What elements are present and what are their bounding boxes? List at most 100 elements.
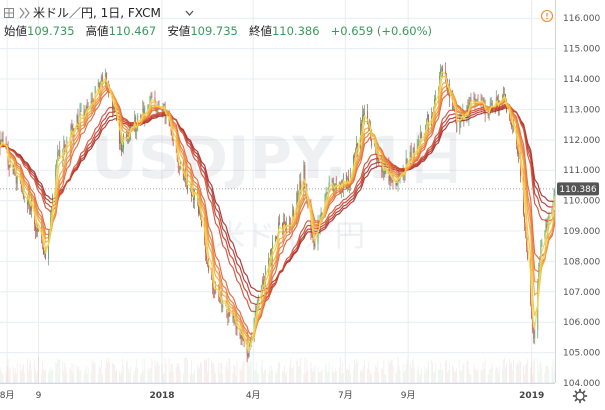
candle-body (98, 82, 99, 86)
close-value: 110.386 (272, 24, 320, 38)
volume-bar (69, 367, 70, 383)
volume-bar (376, 367, 377, 383)
volume-bar (72, 364, 73, 383)
volume-bar (548, 367, 549, 383)
volume-bar (52, 369, 53, 383)
volume-bar (236, 375, 237, 383)
volume-bar (449, 362, 450, 383)
volume-bar (455, 372, 456, 383)
volume-bar (191, 360, 192, 383)
volume-bar (320, 372, 321, 383)
volume-bar (176, 367, 177, 383)
candle-body (214, 292, 215, 294)
volume-bar (227, 369, 228, 383)
volume-bar (166, 364, 167, 383)
volume-bar (421, 368, 422, 383)
change-value: +0.659 (+0.60%) (331, 24, 432, 38)
volume-bar (98, 374, 99, 383)
volume-bar (271, 366, 272, 383)
volume-bar (511, 362, 512, 383)
volume-bar (20, 364, 21, 383)
volume-bar (45, 369, 46, 383)
volume-bar (538, 372, 539, 383)
volume-bar (279, 362, 280, 383)
volume-bar (321, 371, 322, 383)
volume-bar (106, 359, 107, 383)
ema-line-8 (0, 82, 555, 343)
candle-body (363, 114, 364, 116)
volume-bar (15, 368, 16, 383)
gear-icon[interactable] (574, 390, 587, 403)
candle-body (37, 228, 38, 232)
symbol-title[interactable]: 米ドル／円, 1日, FXCM (33, 6, 161, 20)
volume-bar (503, 360, 504, 383)
candle (48, 230, 49, 265)
volume-bar (368, 361, 369, 383)
candle-body (152, 97, 153, 98)
candle (279, 214, 280, 226)
low-label: 安値 (167, 24, 190, 38)
candle-body (9, 165, 10, 168)
volume-bar (128, 369, 129, 383)
volume-bar (439, 369, 440, 383)
candle (442, 65, 443, 77)
volume-bar (137, 368, 138, 383)
volume-bar (101, 360, 102, 383)
volume-bar (16, 373, 17, 383)
volume-bar (404, 372, 405, 383)
volume-bar (130, 366, 131, 383)
last-price-tag-label: 110.386 (559, 185, 596, 195)
candle-body (441, 69, 442, 70)
volume-bar (360, 371, 361, 383)
volume-bar (414, 368, 415, 383)
volume-bar (51, 371, 52, 383)
volume-bar (171, 364, 172, 383)
volume-bar (254, 371, 255, 383)
volume-bar (398, 357, 399, 383)
volume-bar (462, 364, 463, 383)
volume-bar (419, 375, 420, 383)
candle-body (512, 126, 513, 127)
price-axis[interactable]: 104.000105.000106.000107.000108.000109.0… (563, 14, 600, 389)
volume-bar (326, 363, 327, 383)
volume-bar (442, 370, 443, 383)
volume-bar (364, 360, 365, 383)
volume-bar (540, 361, 541, 383)
candle (275, 235, 276, 242)
volume-bar (305, 373, 306, 383)
box-icon[interactable] (5, 9, 14, 18)
volume-bar (498, 373, 499, 383)
volume-bar (539, 363, 540, 383)
x-tick-label: 2018 (150, 391, 175, 401)
exclamation-circle-icon[interactable] (542, 11, 553, 22)
volume-bar (57, 358, 58, 383)
y-tick-label: 112.000 (563, 136, 600, 146)
volume-bar (425, 373, 426, 383)
candle-body (17, 175, 18, 183)
volume-bar (1, 367, 2, 383)
ema-line-3 (0, 72, 555, 351)
candle-body (326, 194, 327, 195)
candle (541, 239, 542, 247)
volume-bar (355, 364, 356, 383)
volume-bar (452, 365, 453, 383)
volume-bar (290, 358, 291, 383)
volume-bar (384, 375, 385, 383)
double-chevron-icon[interactable] (20, 8, 29, 18)
volume-bar (10, 368, 11, 383)
volume-bar (95, 363, 96, 383)
candle-body (489, 114, 490, 116)
volume-bar (215, 374, 216, 383)
volume-bar (406, 364, 407, 383)
candle-body (534, 330, 535, 338)
volume-bar (262, 360, 263, 383)
volume-bar (165, 358, 166, 383)
volume-bar (453, 368, 454, 383)
chevron-down-icon[interactable] (186, 11, 193, 15)
volume-bar (469, 368, 470, 383)
volume-bar (113, 365, 114, 383)
volume-bar (405, 370, 406, 383)
volume-bar (397, 371, 398, 383)
